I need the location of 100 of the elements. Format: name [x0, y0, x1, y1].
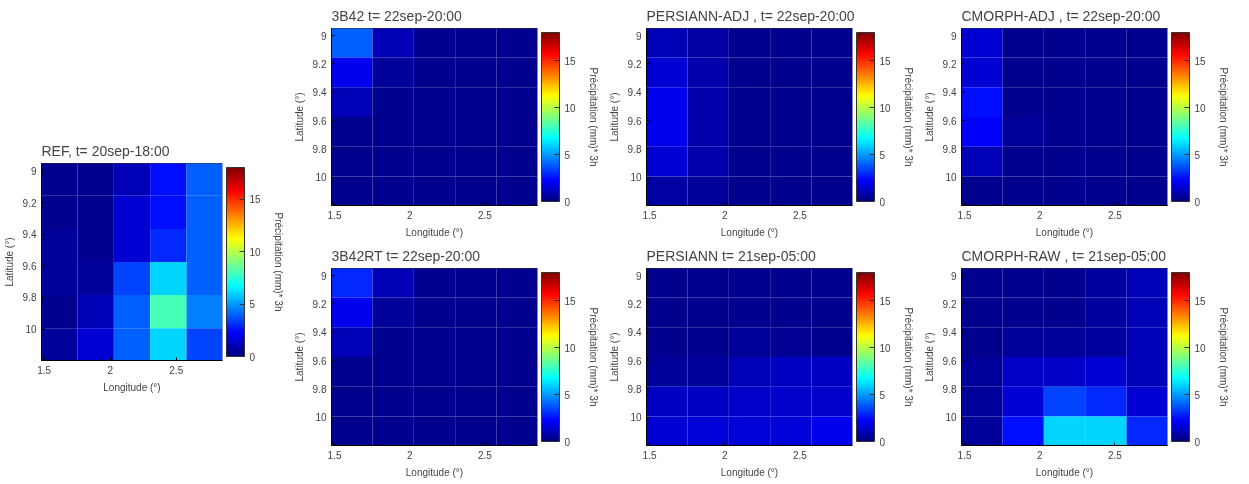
y-tick-label: 9.6	[312, 115, 327, 127]
x-axis-title: Longitude (°)	[405, 226, 464, 238]
y-tick-label: 9.6	[942, 355, 957, 367]
x-tick-label: 2	[721, 449, 728, 461]
x-tick-label: 2	[107, 364, 114, 376]
color-bar-label: 10	[1194, 342, 1207, 354]
color-bar-label: 15	[1194, 55, 1207, 67]
color-bar-label: 0	[1194, 196, 1201, 208]
y-tick-label: 9.4	[312, 327, 327, 339]
chart-title: CMORPH-ADJ , t= 22sep-20:00	[961, 7, 1161, 24]
x-tick-label: 1.5	[37, 364, 52, 376]
y-tick-label: 9.8	[942, 143, 957, 155]
y-tick-label: 9.2	[22, 197, 37, 209]
chart-title: PERSIANN t= 21sep-05:00	[646, 247, 816, 264]
y-axis-title: Latitude (°)	[293, 92, 305, 142]
chart-title: PERSIANN-ADJ , t= 22sep-20:00	[646, 7, 855, 24]
x-tick-label: 2.5	[169, 364, 184, 376]
y-tick-label: 9	[320, 270, 327, 282]
y-tick-label: 9.6	[942, 115, 957, 127]
color-bar-title: Précipitation (mm)* 3h	[587, 307, 599, 407]
x-axis-title: Longitude (°)	[720, 466, 779, 478]
y-axis-title: Latitude (°)	[608, 92, 620, 142]
x-axis-title: Longitude (°)	[103, 381, 161, 393]
color-bar-label: 10	[564, 342, 577, 354]
y-tick-label: 9.6	[627, 115, 642, 127]
y-tick-label: 9.4	[942, 327, 957, 339]
x-tick-label: 2	[1036, 449, 1043, 461]
color-bar-label: 15	[879, 55, 892, 67]
x-tick-label: 1.5	[642, 449, 657, 461]
x-tick-label: 2	[1036, 209, 1043, 221]
y-tick-label: 10	[945, 172, 957, 184]
color-bar-label: 15	[564, 295, 577, 307]
x-tick-label: 1.5	[327, 209, 342, 221]
chart-title: 3B42RT t= 22sep-20:00	[331, 247, 481, 264]
chart-title: REF, t= 20sep-18:00	[41, 142, 170, 159]
y-tick-label: 9	[635, 270, 642, 282]
y-tick-label: 9	[30, 166, 37, 178]
x-tick-label: 2	[406, 449, 413, 461]
y-tick-label: 10	[315, 172, 327, 184]
color-bar-label: 10	[249, 246, 262, 258]
y-tick-label: 9.2	[312, 58, 327, 70]
y-axis-title: Latitude (°)	[923, 92, 935, 142]
x-axis-title: Longitude (°)	[1035, 466, 1094, 478]
x-tick-label: 2	[721, 209, 728, 221]
color-bar-label: 0	[249, 351, 256, 363]
x-tick-label: 2.5	[1107, 209, 1123, 221]
color-bar-label: 15	[564, 55, 577, 67]
y-tick-label: 9	[950, 270, 957, 282]
y-tick-label: 10	[315, 412, 327, 424]
color-bar-label: 0	[564, 436, 571, 448]
color-bar-label: 15	[879, 295, 892, 307]
y-tick-label: 9.4	[942, 87, 957, 99]
x-tick-label: 1.5	[642, 209, 657, 221]
x-tick-label: 2.5	[477, 449, 493, 461]
y-tick-label: 9	[320, 30, 327, 42]
color-bar-label: 15	[249, 194, 262, 205]
y-tick-label: 10	[945, 412, 957, 424]
y-tick-label: 9.4	[627, 87, 642, 99]
color-bar-label: 5	[879, 149, 886, 161]
color-bar-label: 10	[879, 342, 892, 354]
color-bar-label: 5	[879, 389, 886, 401]
y-tick-label: 9.2	[942, 298, 957, 310]
color-bar-title: Précipitation (mm)* 3h	[1217, 307, 1229, 407]
y-tick-label: 9.8	[942, 383, 957, 395]
y-tick-label: 9.8	[627, 143, 642, 155]
y-axis-title: Latitude (°)	[3, 237, 15, 287]
y-axis-title: Latitude (°)	[293, 332, 305, 382]
y-tick-label: 9	[635, 30, 642, 42]
y-tick-label: 9.4	[627, 327, 642, 339]
color-bar-label: 0	[564, 196, 571, 208]
y-tick-label: 9.2	[627, 298, 642, 310]
color-bar-label: 5	[1194, 149, 1201, 161]
y-tick-label: 9.4	[22, 229, 37, 241]
x-axis-title: Longitude (°)	[1035, 226, 1094, 238]
x-tick-label: 1.5	[957, 449, 972, 461]
chart-title: CMORPH-RAW , t= 21sep-05:00	[961, 247, 1167, 264]
x-tick-label: 2.5	[792, 449, 808, 461]
x-axis-title: Longitude (°)	[405, 466, 464, 478]
color-bar-label: 10	[1194, 102, 1207, 114]
color-bar-title: Précipitation (mm)* 3h	[1217, 67, 1229, 167]
x-tick-label: 2.5	[1107, 449, 1123, 461]
y-axis-title: Latitude (°)	[608, 332, 620, 382]
x-tick-label: 2	[406, 209, 413, 221]
y-tick-label: 9.8	[627, 383, 642, 395]
color-bar-label: 5	[564, 149, 571, 161]
color-bar-title: Précipitation (mm)* 3h	[902, 67, 914, 167]
y-tick-label: 9.6	[22, 260, 37, 272]
color-bar-title: Précipitation (mm)* 3h	[272, 212, 284, 312]
y-tick-label: 9.8	[312, 383, 327, 395]
color-bar-title: Précipitation (mm)* 3h	[902, 307, 914, 407]
y-tick-label: 9.8	[312, 143, 327, 155]
y-tick-label: 9.6	[627, 355, 642, 367]
x-tick-label: 2.5	[792, 209, 808, 221]
color-bar-label: 10	[879, 102, 892, 114]
y-tick-label: 9.8	[22, 292, 37, 304]
y-tick-label: 9.4	[312, 87, 327, 99]
color-bar-label: 10	[564, 102, 577, 114]
x-axis-title: Longitude (°)	[720, 226, 779, 238]
color-bar-title: Précipitation (mm)* 3h	[587, 67, 599, 167]
y-tick-label: 9.6	[312, 355, 327, 367]
